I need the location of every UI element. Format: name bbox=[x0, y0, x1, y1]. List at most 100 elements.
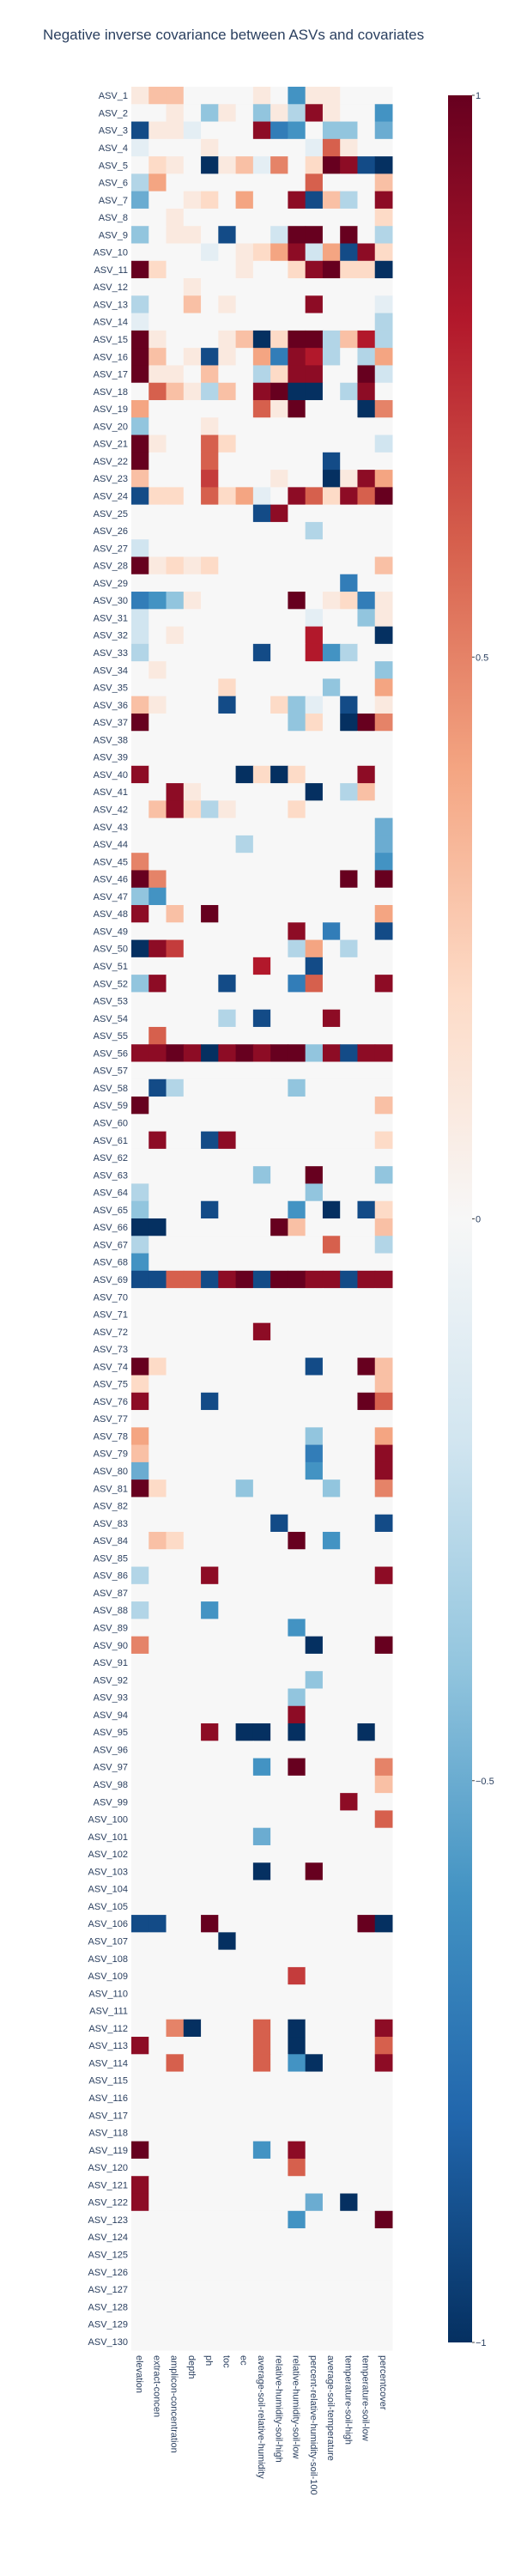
x-tick-label: amplicon-concentration bbox=[169, 2355, 179, 2453]
heatmap-cell bbox=[166, 1775, 185, 1794]
heatmap-cell bbox=[340, 2176, 358, 2195]
heatmap-cell bbox=[218, 1253, 237, 1272]
heatmap-cell bbox=[218, 313, 237, 331]
heatmap-cell bbox=[357, 765, 376, 784]
heatmap-cell bbox=[166, 1636, 185, 1655]
heatmap-cell bbox=[322, 1966, 341, 1985]
heatmap-cell bbox=[340, 1148, 358, 1167]
heatmap-cell bbox=[148, 2054, 167, 2073]
heatmap-cell bbox=[270, 2019, 288, 2038]
heatmap-cell bbox=[357, 835, 376, 854]
heatmap-cell bbox=[148, 2298, 167, 2316]
heatmap-cell bbox=[340, 138, 358, 157]
heatmap-cell bbox=[148, 1566, 167, 1585]
heatmap-cell bbox=[183, 2280, 202, 2299]
heatmap-cell bbox=[305, 853, 324, 871]
heatmap-cell bbox=[235, 104, 254, 123]
heatmap-cell bbox=[374, 1966, 393, 1985]
heatmap-cell bbox=[305, 1932, 324, 1951]
heatmap-cell bbox=[166, 348, 185, 366]
heatmap-cell bbox=[218, 800, 237, 819]
heatmap-cell bbox=[201, 2193, 219, 2212]
heatmap-cell bbox=[252, 1218, 271, 1236]
heatmap-cell bbox=[374, 1619, 393, 1637]
heatmap-cell bbox=[288, 1270, 306, 1289]
heatmap-cell bbox=[322, 330, 341, 349]
heatmap-cell bbox=[148, 1026, 167, 1045]
y-tick-label: ASV_19 bbox=[94, 404, 128, 415]
heatmap-cell bbox=[270, 783, 288, 801]
heatmap-cell bbox=[357, 1897, 376, 1916]
y-tick-label: ASV_83 bbox=[94, 1519, 128, 1529]
heatmap-cell bbox=[183, 922, 202, 941]
heatmap-cell bbox=[374, 835, 393, 854]
heatmap-cell bbox=[340, 975, 358, 993]
heatmap-cell bbox=[288, 1009, 306, 1028]
heatmap-cell bbox=[201, 1061, 219, 1080]
heatmap-cell bbox=[270, 348, 288, 366]
heatmap-cell bbox=[252, 1253, 271, 1272]
heatmap-cell bbox=[131, 521, 149, 540]
heatmap-cell bbox=[131, 417, 149, 436]
heatmap-cell bbox=[252, 1061, 271, 1080]
heatmap-cell bbox=[201, 2158, 219, 2177]
heatmap-cell bbox=[183, 2210, 202, 2229]
heatmap-cell bbox=[218, 1114, 237, 1133]
heatmap-cell bbox=[357, 504, 376, 523]
heatmap-cell bbox=[183, 2228, 202, 2246]
heatmap-cell bbox=[235, 1566, 254, 1585]
heatmap-cell bbox=[131, 939, 149, 958]
heatmap-cell bbox=[235, 1253, 254, 1272]
heatmap-cell bbox=[305, 191, 324, 210]
heatmap-cell bbox=[148, 1915, 167, 1933]
heatmap-cell bbox=[166, 2141, 185, 2160]
heatmap-cell bbox=[340, 417, 358, 436]
heatmap-cell bbox=[166, 138, 185, 157]
y-tick-label: ASV_4 bbox=[99, 143, 128, 154]
heatmap-cell bbox=[148, 1183, 167, 1202]
heatmap-cell bbox=[218, 765, 237, 784]
heatmap-cell bbox=[201, 1775, 219, 1794]
heatmap-cell bbox=[218, 835, 237, 854]
heatmap-cell bbox=[131, 1410, 149, 1428]
heatmap-cell bbox=[183, 817, 202, 836]
heatmap-cell bbox=[183, 295, 202, 314]
heatmap-cell bbox=[201, 1949, 219, 1968]
y-tick-label: ASV_128 bbox=[88, 2302, 128, 2312]
heatmap-cell bbox=[288, 1844, 306, 1863]
heatmap-cell bbox=[322, 975, 341, 993]
heatmap-cell bbox=[201, 504, 219, 523]
heatmap-cell bbox=[235, 1078, 254, 1097]
heatmap-cell bbox=[270, 835, 288, 854]
heatmap-cell bbox=[218, 870, 237, 889]
heatmap-cell bbox=[166, 1410, 185, 1428]
heatmap-cell bbox=[288, 1897, 306, 1916]
heatmap-cell bbox=[131, 905, 149, 923]
heatmap-cell bbox=[288, 87, 306, 105]
heatmap-cell bbox=[148, 243, 167, 262]
heatmap-cell bbox=[131, 1392, 149, 1411]
y-tick-label: ASV_56 bbox=[94, 1048, 128, 1059]
heatmap-cell bbox=[340, 1827, 358, 1846]
heatmap-cell bbox=[374, 2071, 393, 2090]
y-tick-label: ASV_18 bbox=[94, 387, 128, 398]
y-tick-label: ASV_117 bbox=[88, 2111, 128, 2121]
heatmap-cell bbox=[201, 2071, 219, 2090]
heatmap-cell bbox=[235, 2037, 254, 2055]
heatmap-cell bbox=[288, 574, 306, 592]
heatmap-cell bbox=[252, 1566, 271, 1585]
heatmap-cell bbox=[166, 2298, 185, 2316]
heatmap-cell bbox=[131, 1078, 149, 1097]
y-tick-label: ASV_98 bbox=[94, 1780, 128, 1790]
heatmap-cell bbox=[252, 1114, 271, 1133]
heatmap-cell bbox=[252, 1880, 271, 1899]
heatmap-cell bbox=[183, 1497, 202, 1516]
heatmap-cell bbox=[252, 521, 271, 540]
heatmap-cell bbox=[183, 313, 202, 331]
heatmap-cell bbox=[183, 1531, 202, 1550]
heatmap-cell bbox=[166, 2210, 185, 2229]
heatmap-cell bbox=[357, 922, 376, 941]
heatmap-cell bbox=[288, 1288, 306, 1306]
heatmap-cell bbox=[340, 2193, 358, 2212]
heatmap-cell bbox=[148, 609, 167, 628]
